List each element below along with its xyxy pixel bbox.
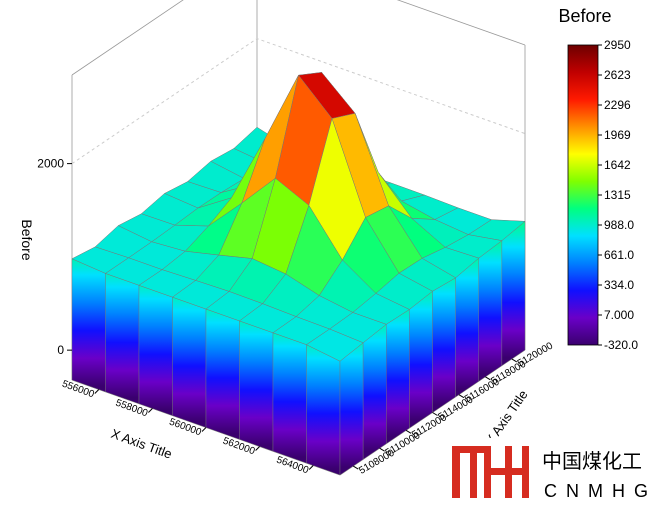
colorbar-tick-label: 1315 bbox=[604, 188, 631, 202]
y-tick bbox=[511, 358, 518, 363]
surface-wall bbox=[306, 344, 341, 476]
surface-wall bbox=[362, 323, 387, 460]
z-axis-title: Before bbox=[19, 219, 35, 260]
y-tick bbox=[485, 376, 491, 381]
x-tick bbox=[148, 408, 153, 413]
z-tick-label: 2000 bbox=[37, 157, 64, 171]
surface-wall bbox=[205, 308, 240, 440]
logo-mark bbox=[452, 446, 529, 498]
y-tick bbox=[352, 465, 359, 470]
colorbar-tick-label: 7.000 bbox=[604, 308, 634, 322]
colorbar-tick-label: 988.0 bbox=[604, 218, 634, 232]
colorbar-tick-label: 661.0 bbox=[604, 248, 634, 262]
surface bbox=[71, 71, 526, 476]
grid-line bbox=[71, 38, 526, 165]
surface-wall bbox=[138, 285, 173, 416]
surface-wall bbox=[478, 240, 503, 382]
surface-wall bbox=[455, 257, 479, 398]
surface-wall bbox=[386, 309, 410, 445]
colorbar bbox=[567, 44, 599, 346]
box-edge bbox=[71, 0, 184, 76]
x-axis-title: X Axis Title bbox=[109, 426, 174, 462]
x-tick bbox=[201, 427, 207, 432]
colorbar-title: Before bbox=[558, 6, 611, 26]
colorbar-tick-label: -320.0 bbox=[604, 338, 638, 352]
x-tick bbox=[94, 389, 100, 394]
x-tick bbox=[308, 465, 314, 470]
surface-wall bbox=[501, 220, 526, 367]
colorbar-tick-label: 2296 bbox=[604, 98, 631, 112]
y-tick bbox=[458, 394, 465, 399]
colorbar-tick-label: 2623 bbox=[604, 68, 631, 82]
logo: 中国煤化工 CNMHG bbox=[446, 438, 650, 507]
surface-wall bbox=[71, 258, 106, 393]
y-tick bbox=[432, 412, 438, 416]
surface-wall bbox=[409, 290, 433, 429]
surface-wall bbox=[272, 332, 307, 464]
surface-patch bbox=[306, 328, 364, 362]
logo-name: 中国煤化工 bbox=[542, 450, 642, 473]
colorbar-tick-label: 2950 bbox=[604, 38, 631, 52]
surface-wall bbox=[339, 342, 364, 476]
surface-wall bbox=[432, 277, 456, 413]
surface-wall bbox=[239, 320, 274, 452]
box-edge bbox=[396, 0, 526, 46]
colorbar-tick-label: 1969 bbox=[604, 128, 631, 142]
logo-letters: CNMHG bbox=[544, 481, 650, 501]
colorbar-tick-label: 1642 bbox=[604, 158, 631, 172]
y-tick bbox=[379, 447, 385, 452]
colorbar-tick-label: 334.0 bbox=[604, 278, 634, 292]
x-tick bbox=[255, 446, 260, 451]
y-tick bbox=[405, 429, 412, 434]
surface-wall bbox=[105, 273, 140, 405]
z-tick-label: 0 bbox=[57, 343, 64, 357]
surface-wall bbox=[172, 296, 207, 428]
